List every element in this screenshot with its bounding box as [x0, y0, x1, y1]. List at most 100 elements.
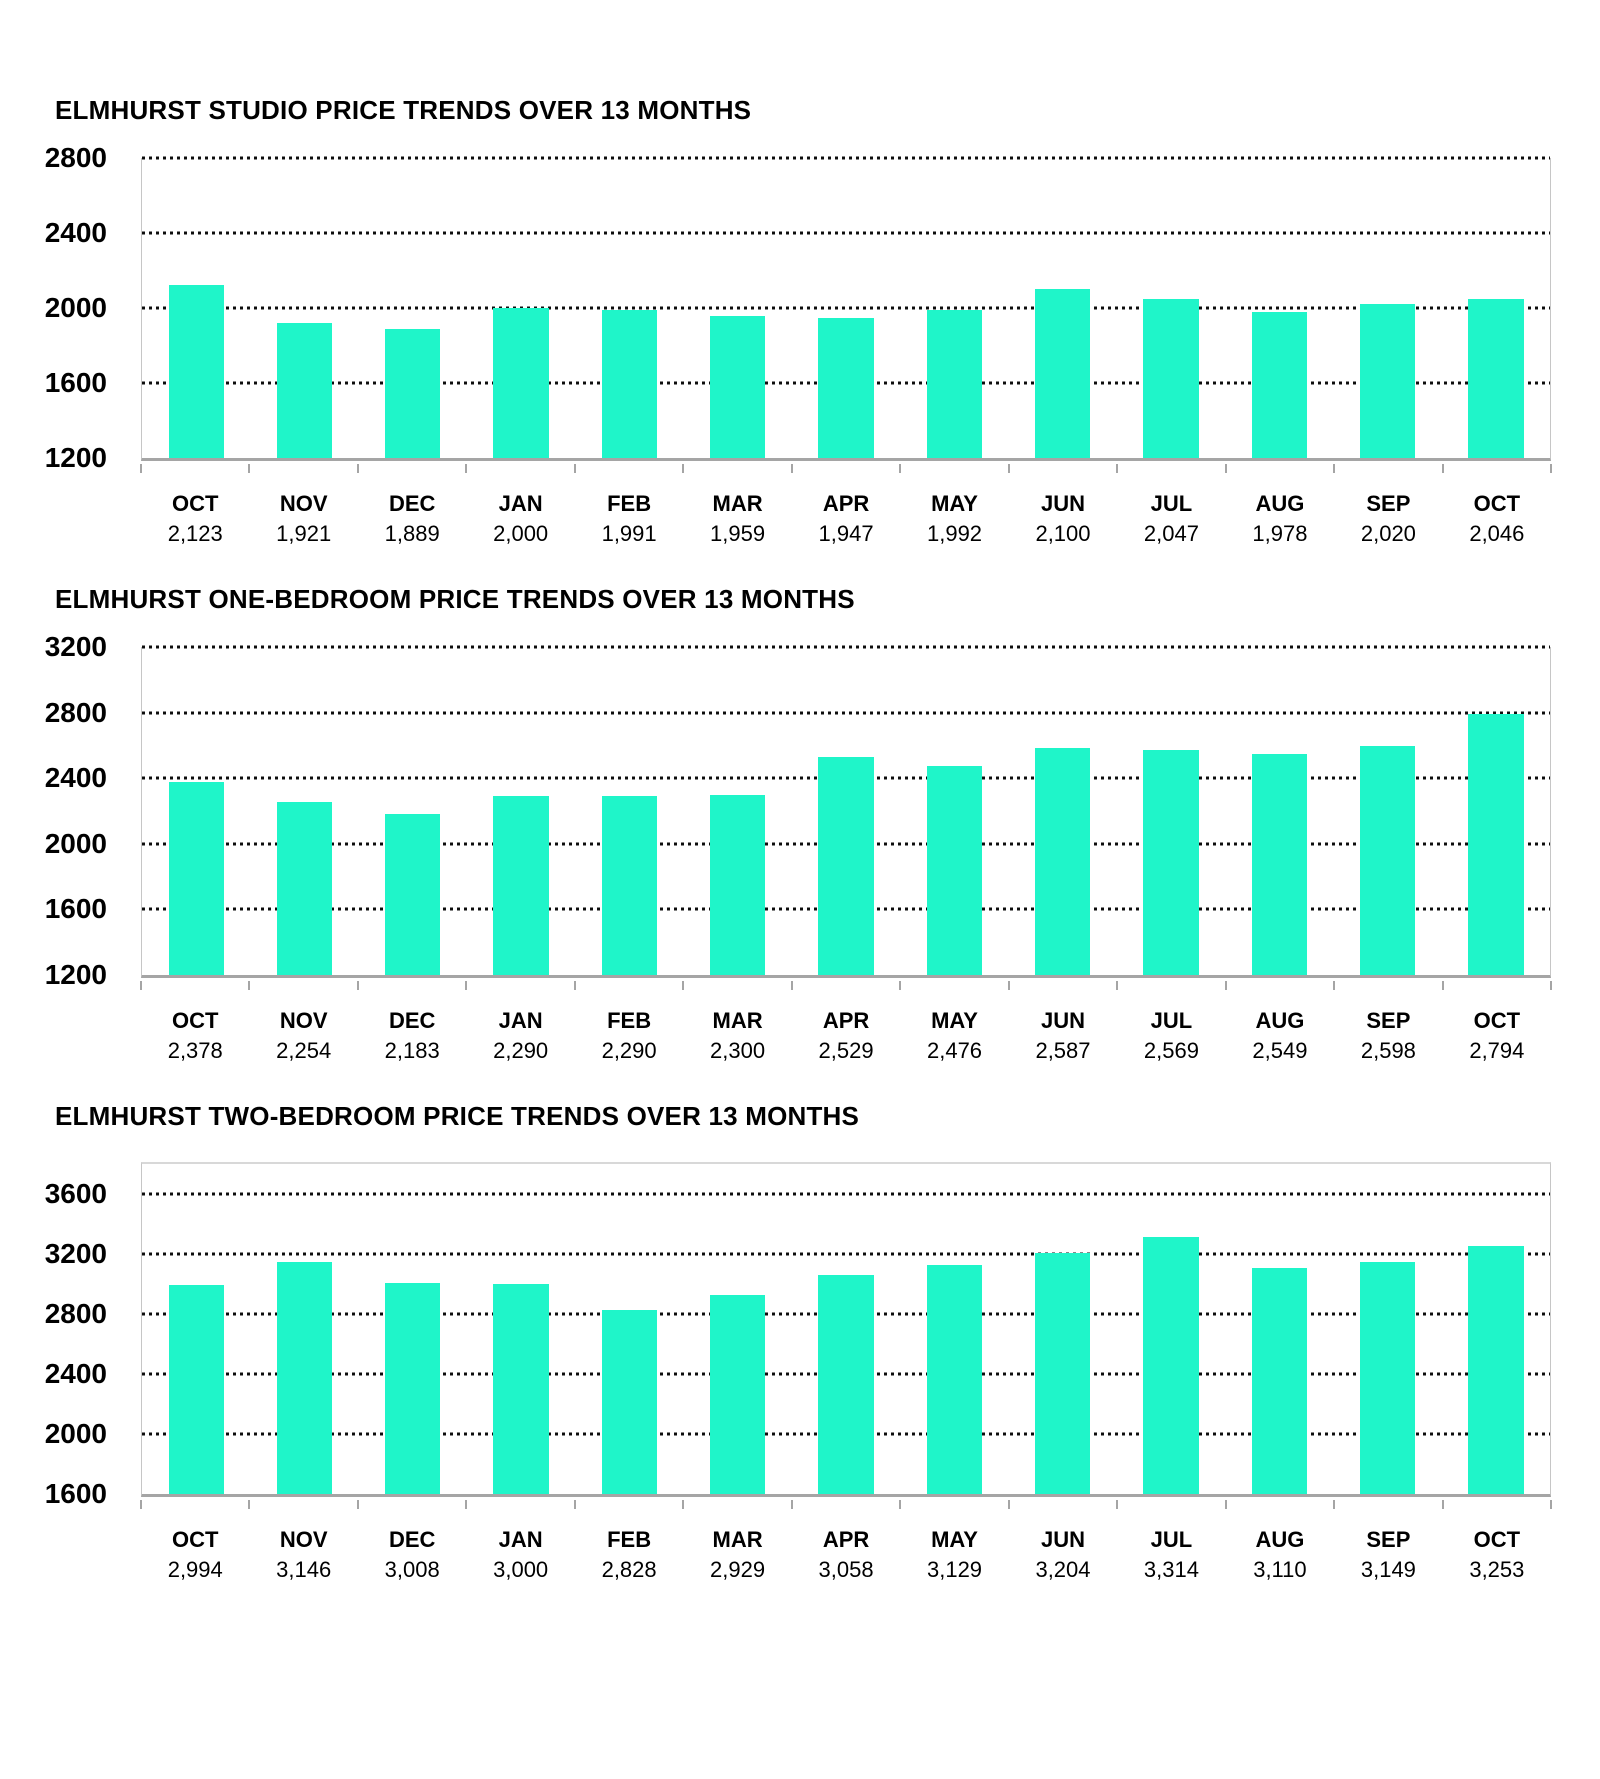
- x-label-jun-8: JUN 2,100: [1009, 491, 1117, 547]
- x-axis-labels: OCT 2,378 NOV 2,254 DEC 2,183 JAN 2,290 FEB 2,290…: [141, 1008, 1551, 1064]
- x-label-nov-1: NOV 2,254: [249, 1008, 357, 1064]
- bar-mar-5: [710, 1294, 766, 1494]
- month-label: OCT: [172, 1527, 219, 1552]
- x-label-jun-8: JUN 2,587: [1009, 1008, 1117, 1064]
- axis-tick: [1441, 1500, 1444, 1509]
- studio-price-chart: ELMHURST STUDIO PRICE TRENDS OVER 13 MON…: [0, 94, 1600, 547]
- axis-tick: [1224, 1500, 1227, 1509]
- x-label-mar-5: MAR 1,959: [683, 491, 791, 547]
- axis-tick: [1441, 981, 1444, 990]
- bar-aug-10: [1251, 753, 1307, 975]
- month-label: OCT: [1473, 1527, 1521, 1552]
- axis-tick: [1224, 981, 1227, 990]
- bar-cell: [1117, 647, 1225, 975]
- two-bedroom-price-chart: ELMHURST TWO-BEDROOM PRICE TRENDS OVER 1…: [0, 1100, 1600, 1583]
- bar-jan-3: [493, 308, 549, 458]
- bar-cell: [1009, 158, 1117, 458]
- bar-cell: [684, 158, 792, 458]
- bar-jul-9: [1143, 299, 1199, 458]
- x-label-aug-10: AUG 2,549: [1226, 1008, 1334, 1064]
- x-label-apr-6: APR 1,947: [792, 491, 900, 547]
- value-label: 3,314: [1143, 1557, 1199, 1582]
- month-label: AUG: [1255, 1008, 1305, 1033]
- chart-title: ELMHURST ONE-BEDROOM PRICE TRENDS OVER 1…: [55, 584, 855, 614]
- gridline: [142, 156, 1550, 160]
- bar-apr-6: [818, 317, 874, 458]
- axis-tick: [465, 464, 468, 473]
- bar-cell: [250, 158, 358, 458]
- month-label: MAY: [931, 1527, 978, 1552]
- month-label: NOV: [279, 1008, 328, 1033]
- value-label: 1,959: [710, 521, 766, 546]
- month-label: OCT: [1473, 491, 1521, 516]
- value-label: 3,000: [493, 1557, 549, 1582]
- value-label: 2,290: [493, 1038, 549, 1063]
- x-label-jul-9: JUL 2,047: [1117, 491, 1225, 547]
- x-label-oct-0: OCT 2,123: [141, 491, 249, 547]
- x-label-jul-9: JUL 3,314: [1117, 1527, 1225, 1583]
- value-label: 2,929: [710, 1557, 766, 1582]
- bar-sep-11: [1359, 745, 1416, 975]
- y-axis-tick-label: 1200: [44, 442, 107, 473]
- value-label: 2,378: [167, 1038, 223, 1063]
- x-label-aug-10: AUG 3,110: [1226, 1527, 1334, 1583]
- value-label: 2,569: [1143, 1038, 1199, 1063]
- x-label-jan-3: JAN 2,290: [466, 1008, 574, 1064]
- axis-tick: [573, 1500, 576, 1509]
- bar-cell: [1333, 1164, 1441, 1494]
- x-label-oct-0: OCT 2,378: [141, 1008, 249, 1064]
- bar-apr-6: [818, 1275, 874, 1494]
- x-label-oct-12: OCT 3,253: [1443, 1527, 1551, 1583]
- month-label: JAN: [498, 1527, 543, 1552]
- month-label: FEB: [607, 1527, 652, 1552]
- month-label: APR: [822, 1527, 870, 1552]
- bar-cell: [359, 647, 467, 975]
- axis-tick: [1333, 981, 1336, 990]
- axis-tick: [1550, 1500, 1552, 1509]
- value-label: 2,254: [276, 1038, 332, 1063]
- bar-apr-6: [818, 757, 874, 975]
- bar-cell: [467, 158, 575, 458]
- x-label-apr-6: APR 3,058: [792, 1527, 900, 1583]
- x-label-jul-9: JUL 2,569: [1117, 1008, 1225, 1064]
- month-label: JUL: [1150, 491, 1193, 516]
- y-axis-tick-label: 2800: [44, 1298, 107, 1329]
- y-axis-tick-label: 2000: [44, 827, 107, 859]
- gridline: [142, 645, 1550, 649]
- value-label: 1,921: [276, 521, 332, 546]
- x-label-oct-12: OCT 2,046: [1443, 491, 1551, 547]
- value-label: 3,129: [926, 1557, 983, 1582]
- month-label: MAY: [931, 1008, 978, 1033]
- axis-tick: [465, 981, 468, 990]
- axis-tick: [899, 464, 902, 473]
- value-label: 1,978: [1252, 521, 1308, 546]
- month-label: SEP: [1366, 1008, 1411, 1033]
- bar-sep-11: [1359, 1261, 1416, 1494]
- bar-aug-10: [1251, 1267, 1307, 1494]
- axis-tick: [140, 981, 142, 990]
- bar-jun-8: [1035, 1253, 1091, 1494]
- month-label: JUL: [1150, 1008, 1193, 1033]
- value-label: 1,991: [601, 521, 657, 546]
- bar-cell: [900, 1164, 1008, 1494]
- bar-cell: [1117, 1164, 1225, 1494]
- x-label-may-7: MAY 2,476: [900, 1008, 1008, 1064]
- value-label: 2,549: [1252, 1038, 1308, 1063]
- value-label: 3,253: [1469, 1557, 1525, 1582]
- x-label-feb-4: FEB 2,290: [575, 1008, 683, 1064]
- month-label: JAN: [498, 1008, 543, 1033]
- bar-may-7: [926, 765, 982, 975]
- value-label: 1,947: [818, 521, 874, 546]
- axis-tick: [1007, 464, 1010, 473]
- month-label: JUN: [1040, 1008, 1085, 1033]
- month-label: OCT: [172, 1008, 219, 1033]
- gridline: [142, 1252, 1550, 1256]
- axis-tick: [1116, 464, 1119, 473]
- month-label: NOV: [279, 491, 328, 516]
- bar-feb-4: [601, 796, 658, 975]
- month-label: OCT: [1473, 1008, 1521, 1033]
- value-label: 2,587: [1035, 1038, 1091, 1063]
- bar-cell: [792, 647, 900, 975]
- axis-tick: [899, 1500, 902, 1509]
- value-label: 2,300: [710, 1038, 766, 1063]
